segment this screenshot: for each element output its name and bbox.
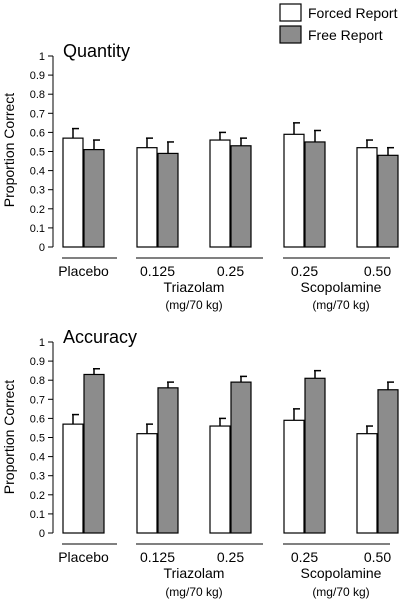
legend: Forced Report Free Report xyxy=(279,3,398,44)
bar-forced-report xyxy=(356,147,378,248)
y-tick-label: 0.9 xyxy=(30,356,45,368)
bar-forced-report xyxy=(136,147,158,248)
x-group-unit: (mg/70 kg) xyxy=(312,298,369,312)
bar-forced-report xyxy=(283,133,305,248)
y-tick-label: 0.3 xyxy=(30,471,45,483)
y-tick-label: 0 xyxy=(39,242,45,254)
x-category-label: 0.25 xyxy=(291,263,318,279)
y-tick-label: 0.8 xyxy=(30,89,45,101)
x-group-unit: (mg/70 kg) xyxy=(165,585,222,599)
quantity-panel: Quantity Proportion Correct 0 0.1 0.2 0.3 0.… xyxy=(1,41,399,312)
y-tick-label: 0.8 xyxy=(30,375,45,387)
x-group-unit: (mg/70 kg) xyxy=(165,298,222,312)
bar-forced-report xyxy=(62,137,84,248)
y-tick-label: 0.2 xyxy=(30,204,45,216)
x-category-label: 0.25 xyxy=(217,549,244,565)
x-group-label: Scopolamine xyxy=(301,279,382,295)
panel-title: Quantity xyxy=(63,41,130,61)
x-category-label: 0.50 xyxy=(364,549,391,565)
y-tick-label: 0.7 xyxy=(30,108,45,120)
bar-free-report xyxy=(377,389,399,534)
bar-forced-report xyxy=(209,139,231,248)
legend-label-free: Free Report xyxy=(308,27,383,43)
y-tick-label: 0.5 xyxy=(30,147,45,159)
legend-label-forced: Forced Report xyxy=(308,5,398,21)
y-tick-label: 0.2 xyxy=(30,490,45,502)
bar-forced-report xyxy=(136,433,158,534)
legend-swatch-forced xyxy=(279,3,302,22)
bar-free-report xyxy=(83,373,105,534)
bar-forced-report xyxy=(283,419,305,534)
x-category-label: 0.50 xyxy=(364,263,391,279)
x-category-label: 0.25 xyxy=(217,263,244,279)
y-tick-label: 0.3 xyxy=(30,185,45,197)
y-tick-label: 1 xyxy=(39,51,45,63)
bar-free-report xyxy=(304,141,326,248)
y-tick-label: 0.1 xyxy=(30,509,45,521)
bar-forced-report xyxy=(356,433,378,534)
bar-free-report xyxy=(157,387,179,534)
y-tick-label: 0.6 xyxy=(30,127,45,139)
x-category-label: 0.125 xyxy=(140,549,175,565)
accuracy-panel: Accuracy Proportion Correct 0 0.1 0.2 0.3 0.… xyxy=(1,327,399,599)
y-tick-label: 0.4 xyxy=(30,166,45,178)
x-category-label: Placebo xyxy=(58,549,109,565)
x-category-label: Placebo xyxy=(58,263,109,279)
x-group-unit: (mg/70 kg) xyxy=(312,585,369,599)
panel-title: Accuracy xyxy=(63,327,137,347)
bar-forced-report xyxy=(62,423,84,534)
bar-free-report xyxy=(304,377,326,534)
x-category-label: 0.125 xyxy=(140,263,175,279)
y-tick-label: 0 xyxy=(39,528,45,540)
y-tick-label: 0.5 xyxy=(30,433,45,445)
y-tick-label: 0.7 xyxy=(30,394,45,406)
bar-forced-report xyxy=(209,425,231,534)
x-group-label: Scopolamine xyxy=(301,565,382,581)
bar-free-report xyxy=(230,381,252,534)
bar-free-report xyxy=(83,148,105,248)
y-tick-label: 0.1 xyxy=(30,223,45,235)
y-tick-label: 0.4 xyxy=(30,452,45,464)
bar-free-report xyxy=(377,154,399,248)
legend-swatch-free xyxy=(279,25,302,44)
x-category-label: 0.25 xyxy=(291,549,318,565)
y-axis-label: Proportion Correct xyxy=(1,380,17,494)
bar-free-report xyxy=(230,145,252,248)
y-tick-label: 1 xyxy=(39,337,45,349)
y-axis-label: Proportion Correct xyxy=(1,93,17,207)
bar-free-report xyxy=(157,152,179,248)
y-tick-label: 0.6 xyxy=(30,413,45,425)
x-group-label: Triazolam xyxy=(164,279,225,295)
y-tick-label: 0.9 xyxy=(30,70,45,82)
x-group-label: Triazolam xyxy=(164,565,225,581)
